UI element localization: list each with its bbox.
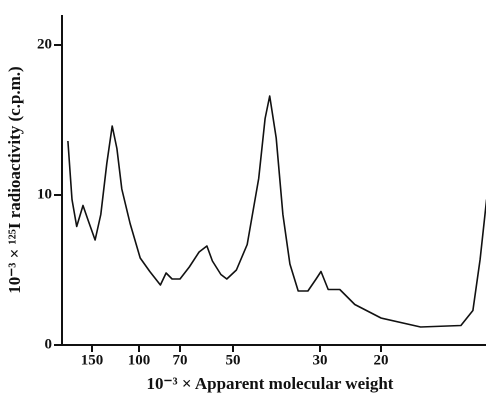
- data-line: [67, 95, 486, 328]
- x-tick-label: 50: [226, 352, 241, 368]
- x-axis-label: 10⁻³ × Apparent molecular weight: [147, 374, 394, 393]
- x-tick-label: 30: [313, 352, 328, 368]
- x-tick-label: 100: [128, 352, 151, 368]
- y-axis-label: 10⁻³ × ¹²⁵I radioactivity (c.p.m.): [5, 66, 24, 293]
- y-tick-label: 10: [37, 186, 52, 202]
- x-tick-label: 150: [81, 352, 104, 368]
- y-tick-label: 0: [45, 336, 53, 352]
- x-tick-label: 70: [173, 352, 188, 368]
- y-tick-label: 20: [37, 36, 52, 52]
- x-tick-label: 20: [374, 352, 389, 368]
